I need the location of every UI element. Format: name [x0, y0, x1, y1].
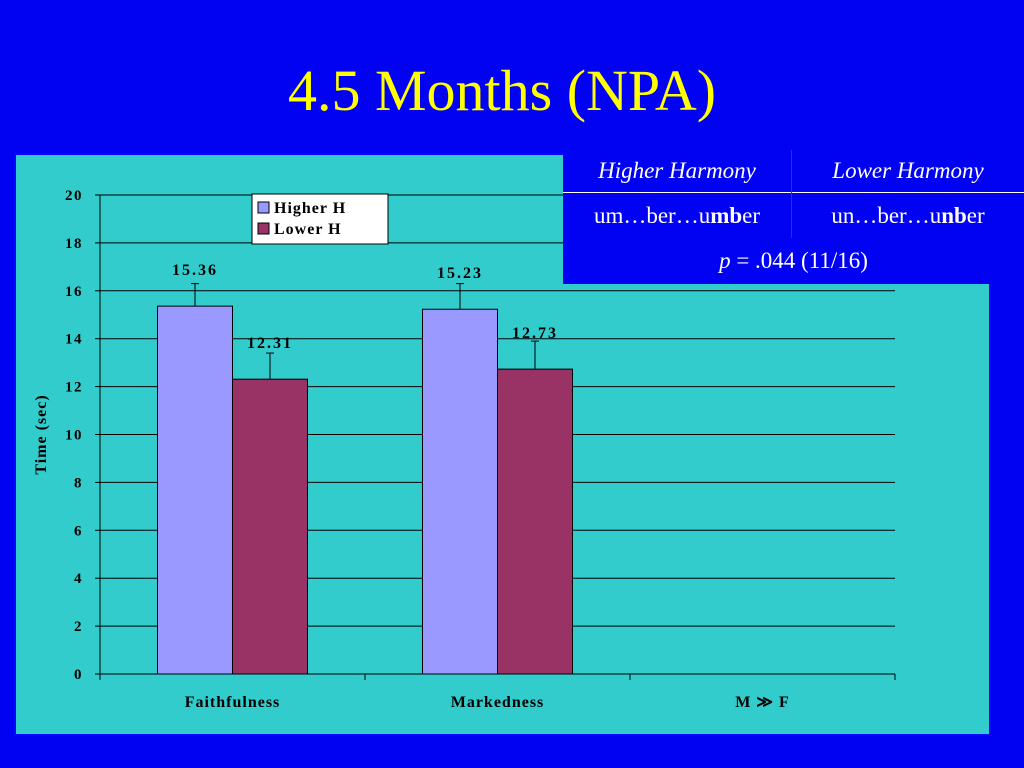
- p-value-text: = .044 (11/16): [730, 248, 868, 273]
- table-cell-lower-harmony: un…ber…unber: [792, 194, 1024, 238]
- y-tick-label: 18: [65, 236, 83, 252]
- data-label: 12.73: [512, 325, 558, 342]
- y-axis-label: Time (sec): [33, 394, 50, 474]
- cell-text-bold: nb: [941, 203, 967, 228]
- cell-text-pre: un…ber…u: [831, 203, 942, 228]
- cell-text-post: er: [966, 203, 985, 228]
- table-column-divider: [791, 150, 792, 238]
- legend-label: Lower H: [274, 221, 342, 238]
- data-label: 15.23: [437, 265, 483, 282]
- x-tick-label: Markedness: [451, 694, 545, 711]
- y-tick-label: 16: [65, 284, 83, 300]
- bar: [232, 378, 308, 675]
- table-cell-higher-harmony: um…ber…umber: [563, 194, 791, 238]
- legend-label: Higher H: [274, 200, 346, 217]
- bar-chart: 0 2 4 6 8 10 12 14 16 18 20 Faithfulness Markedness M…: [33, 188, 896, 711]
- data-label: 12.31: [247, 335, 293, 352]
- cell-text-post: er: [742, 203, 761, 228]
- legend-swatch: [257, 201, 270, 214]
- legend-box: [251, 193, 389, 245]
- y-tick-label: 14: [65, 332, 83, 348]
- cell-text-bold: mb: [710, 203, 743, 228]
- legend-swatch: [257, 222, 270, 235]
- data-label: 15.36: [172, 262, 218, 279]
- p-value-symbol: p: [719, 248, 731, 273]
- table-divider: [563, 192, 1024, 193]
- y-tick-label: 8: [74, 475, 83, 491]
- y-tick-label: 12: [65, 380, 83, 396]
- bar: [497, 368, 573, 675]
- bar: [422, 308, 498, 675]
- x-tick-label: M ≫ F: [735, 694, 790, 711]
- table-header-higher-harmony: Higher Harmony: [598, 158, 756, 183]
- table-header-lower-harmony: Lower Harmony: [832, 158, 984, 183]
- y-tick-label: 0: [74, 667, 83, 683]
- y-tick-label: 10: [65, 428, 83, 444]
- y-tick-label: 6: [74, 523, 83, 539]
- slide-title: 4.5 Months (NPA): [287, 58, 717, 123]
- y-tick-label: 20: [65, 188, 83, 204]
- cell-text-pre: um…ber…u: [593, 203, 711, 228]
- x-tick-label: Faithfulness: [185, 694, 281, 711]
- bar: [157, 305, 233, 675]
- y-tick-label: 4: [74, 571, 83, 587]
- conditions-table: Higher Harmony Lower Harmony um…ber…umbe…: [563, 150, 1024, 284]
- p-value: p = .044 (11/16): [563, 241, 1024, 281]
- y-tick-label: 2: [74, 619, 83, 635]
